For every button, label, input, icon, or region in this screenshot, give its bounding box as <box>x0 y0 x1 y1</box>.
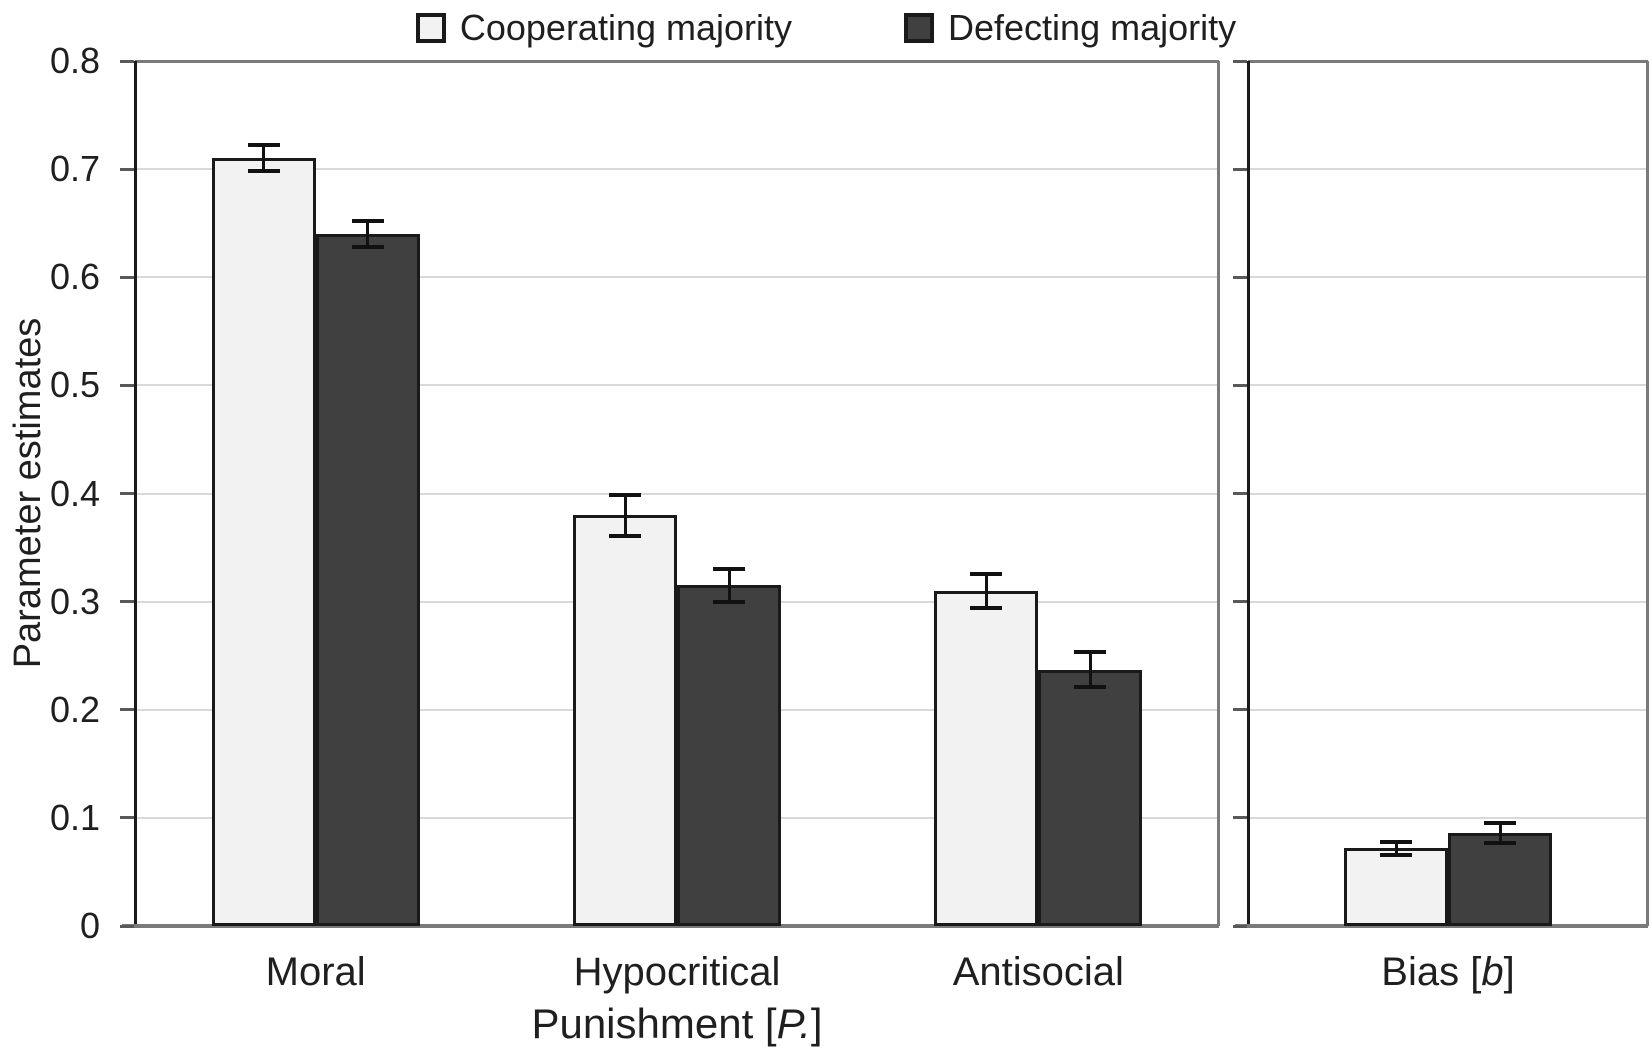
error-bar-cap <box>609 492 641 497</box>
y-tick-mark <box>1233 816 1247 820</box>
error-bar-line <box>366 221 370 247</box>
y-tick-mark <box>1233 600 1247 604</box>
y-tick-mark <box>1233 924 1247 928</box>
y-tick-mark <box>1233 275 1247 279</box>
gridline <box>1248 816 1648 819</box>
panel-top-border <box>135 60 1219 63</box>
error-bar-line <box>727 569 731 602</box>
y-tick-mark <box>1233 708 1247 712</box>
y-tick-mark <box>120 492 134 495</box>
gridline <box>135 492 1219 495</box>
y-tick-label: 0 <box>79 905 100 946</box>
y-tick-label: 0.1 <box>49 796 100 838</box>
legend: Cooperating majority Defecting majority <box>0 2 1652 54</box>
y-tick-label: 0.4 <box>49 472 100 514</box>
error-bar-cap <box>247 143 280 148</box>
error-bar-cap <box>1074 685 1107 690</box>
error-bar-line <box>1088 652 1092 688</box>
category-label-text: ] <box>1503 950 1515 994</box>
error-bar-cap <box>1380 852 1412 857</box>
x-axis-line <box>122 924 1219 928</box>
error-bar-line <box>1394 841 1398 855</box>
error-bar-cap <box>609 533 641 538</box>
error-bar-cap <box>247 169 280 174</box>
y-tick-mark <box>1233 59 1247 63</box>
category-label: Antisocial <box>952 950 1124 994</box>
error-bar-line <box>984 573 988 609</box>
bar <box>211 158 316 926</box>
legend-item: Cooperating majority <box>415 7 793 49</box>
bar <box>1448 833 1552 926</box>
error-bar-cap <box>970 606 1003 611</box>
category-label-italic: b <box>1481 950 1504 994</box>
bar <box>1038 669 1143 926</box>
y-tick-label: 0.6 <box>49 256 100 298</box>
gridline <box>1248 600 1648 603</box>
panel-top-border <box>1248 60 1648 63</box>
gridline <box>1248 708 1648 711</box>
gridline <box>135 168 1219 171</box>
gridline <box>1248 492 1648 495</box>
bar <box>573 515 677 926</box>
bias-panel <box>1233 59 1649 928</box>
y-tick-label: 0.3 <box>49 580 100 622</box>
y-tick-label: 0.5 <box>49 364 100 406</box>
x-axis-title-text: ] <box>810 1000 823 1047</box>
y-tick-mark <box>120 59 134 63</box>
error-bar-cap <box>1484 821 1516 826</box>
category-label: Hypocritical <box>573 950 781 994</box>
x-axis-title: Punishment [P.] <box>377 1000 977 1048</box>
y-axis-line <box>1247 61 1250 926</box>
bar <box>677 585 781 926</box>
x-axis-title-text: Punishment [ <box>531 1000 777 1047</box>
panel-right-border <box>1646 61 1649 926</box>
error-bar-line <box>262 145 266 172</box>
error-bar-cap <box>713 599 745 604</box>
gridline <box>135 384 1219 387</box>
error-bar-cap <box>713 567 745 572</box>
y-tick-mark <box>120 275 134 279</box>
gridline <box>1248 276 1648 279</box>
category-label-text: Bias [ <box>1381 950 1482 994</box>
error-bar-line <box>1498 823 1502 843</box>
y-tick-label: 0.8 <box>49 40 100 81</box>
punishment-panel <box>120 59 1220 928</box>
legend-swatch-icon <box>904 13 935 43</box>
error-bar-cap <box>1484 840 1516 845</box>
error-bar-cap <box>351 244 384 249</box>
y-tick-mark <box>120 167 134 171</box>
y-tick-label: 0.2 <box>49 688 100 730</box>
legend-label: Cooperating majority <box>459 7 793 48</box>
legend-item: Defecting majority <box>904 7 1236 49</box>
error-bar-cap <box>1074 650 1107 655</box>
y-tick-mark <box>120 600 134 604</box>
y-tick-mark <box>120 816 134 820</box>
legend-label: Defecting majority <box>948 7 1237 48</box>
bar <box>315 234 420 926</box>
error-bar-cap <box>970 571 1003 576</box>
y-axis-line <box>134 61 137 926</box>
bar <box>1344 848 1448 926</box>
y-tick-mark <box>120 924 134 928</box>
legend-swatch-icon <box>415 13 446 43</box>
y-tick-mark <box>120 383 134 387</box>
y-tick-mark <box>1233 383 1247 387</box>
bar <box>934 590 1039 926</box>
error-bar-cap <box>351 219 384 224</box>
gridline <box>1248 384 1648 387</box>
category-label: Moral <box>265 950 366 994</box>
gridline <box>1248 168 1648 171</box>
y-tick-mark <box>1233 167 1247 171</box>
y-tick-mark <box>120 708 134 712</box>
error-bar-cap <box>1380 839 1412 844</box>
x-axis-title-italic: P. <box>776 1000 811 1047</box>
x-axis-line <box>1235 924 1648 928</box>
y-tick-mark <box>1233 492 1247 495</box>
error-bar-line <box>623 494 627 536</box>
panel-right-border <box>1217 61 1220 926</box>
y-tick-label: 0.7 <box>49 148 100 190</box>
category-label: Bias [b] <box>1198 950 1652 995</box>
gridline <box>135 276 1219 279</box>
